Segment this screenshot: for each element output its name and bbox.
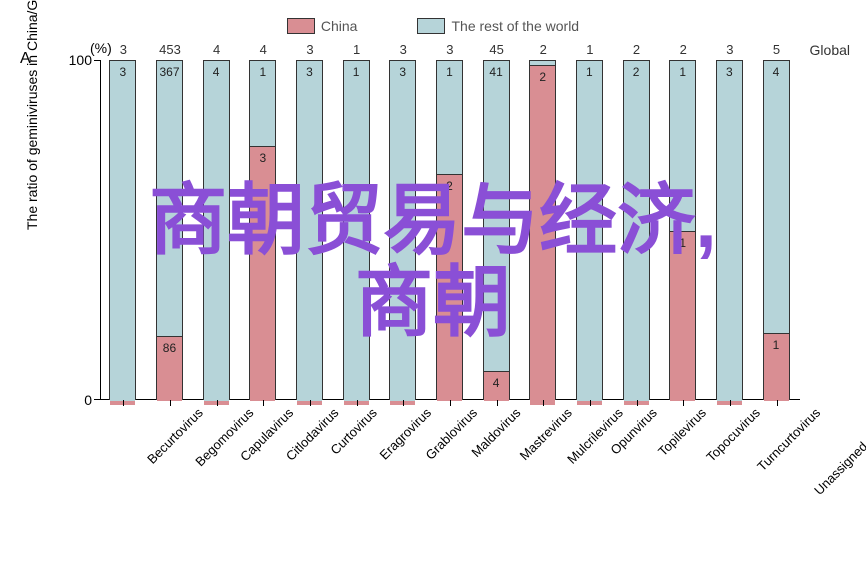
global-value: 1 <box>567 42 613 57</box>
x-tick <box>730 400 731 406</box>
bar-seg-rest: 4 <box>204 61 229 401</box>
bar: 3 <box>296 60 323 400</box>
x-tick <box>497 400 498 406</box>
x-tick <box>450 400 451 406</box>
bar-slot: 33Grablovirus <box>380 60 426 400</box>
legend-swatch-china <box>287 18 315 34</box>
bar-seg-china: 3 <box>250 146 275 401</box>
x-tick <box>217 400 218 406</box>
bar: 4 <box>203 60 230 400</box>
global-value: 3 <box>380 42 426 57</box>
chart-area: Global 100 0 33Becurtovirus45336786Begom… <box>100 60 800 400</box>
bars-wrap: 33Becurtovirus45336786Begomovirus44Capul… <box>100 60 800 400</box>
bar-slot: 33Curtovirus <box>287 60 333 400</box>
global-value: 45 <box>474 42 520 57</box>
bar: 3 <box>389 60 416 400</box>
bar-seg-rest: 2 <box>624 61 649 401</box>
x-label: Topilevirus <box>655 405 709 459</box>
bar-seg-rest: 367 <box>157 61 182 336</box>
bar-slot: 312Maldovirus <box>427 60 473 400</box>
global-label: Global <box>810 42 850 58</box>
global-value: 2 <box>520 42 566 57</box>
x-tick <box>357 400 358 406</box>
legend-label-china: China <box>321 18 358 34</box>
bar-slot: 541Unassigned species <box>754 60 800 400</box>
x-tick <box>777 400 778 406</box>
legend-label-rest: The rest of the world <box>451 18 579 34</box>
bar-seg-rest: 1 <box>344 61 369 401</box>
legend-item-china: China <box>287 18 358 34</box>
bar-seg-rest: 3 <box>297 61 322 401</box>
legend-item-rest: The rest of the world <box>417 18 579 34</box>
x-label: Turncurtovirus <box>754 405 823 474</box>
legend: China The rest of the world <box>0 18 866 34</box>
bar: 3 <box>109 60 136 400</box>
bar-seg-rest: 41 <box>484 61 509 371</box>
bar: 13 <box>249 60 276 400</box>
bar-seg-china: 4 <box>484 371 509 401</box>
bar-seg-rest: 1 <box>577 61 602 401</box>
bar-seg-rest: 1 <box>250 61 275 146</box>
bar-seg-china: 2 <box>437 174 462 401</box>
bar: 11 <box>669 60 696 400</box>
bar-slot: 22Topilevirus <box>614 60 660 400</box>
bar-seg-rest: 3 <box>110 61 135 401</box>
global-value: 453 <box>147 42 193 57</box>
bar-seg-china: 1 <box>670 231 695 401</box>
y-axis-title: The ratio of geminiviruses in China/Glob… <box>24 0 40 230</box>
bar-seg-rest: 4 <box>764 61 789 333</box>
y-tick-label: 0 <box>64 392 92 408</box>
bar-seg-china: 2 <box>530 65 555 405</box>
bar-slot: 33Turncurtovirus <box>707 60 753 400</box>
x-tick <box>543 400 544 406</box>
bar: 12 <box>436 60 463 400</box>
bar-slot: 33Becurtovirus <box>100 60 146 400</box>
x-tick <box>637 400 638 406</box>
global-value: 3 <box>707 42 753 57</box>
bar: 414 <box>483 60 510 400</box>
bar-seg-rest: 1 <box>437 61 462 174</box>
bar-slot: 44Capulavirus <box>194 60 240 400</box>
global-value: 3 <box>427 42 473 57</box>
x-tick <box>310 400 311 406</box>
y-tick-label: 100 <box>64 52 92 68</box>
bar-seg-rest: 1 <box>670 61 695 231</box>
global-value: 3 <box>100 42 146 57</box>
bar-slot: 45336786Begomovirus <box>147 60 193 400</box>
global-value: 4 <box>194 42 240 57</box>
bar: 1 <box>576 60 603 400</box>
global-value: 2 <box>660 42 706 57</box>
global-value: 3 <box>287 42 333 57</box>
bar: 41 <box>763 60 790 400</box>
bar-slot: 11Eragrovirus <box>334 60 380 400</box>
bar-slot: 211Topocuvirus <box>660 60 706 400</box>
chart-container: A (%) China The rest of the world The ra… <box>0 0 866 565</box>
x-tick <box>403 400 404 406</box>
bar-slot: 11Opunvirus <box>567 60 613 400</box>
bar: 1 <box>343 60 370 400</box>
bar: 2 <box>529 60 556 400</box>
bar: 3 <box>716 60 743 400</box>
bar-slot: 413Citlodavirus <box>240 60 286 400</box>
legend-swatch-rest <box>417 18 445 34</box>
x-tick <box>123 400 124 406</box>
x-tick <box>170 400 171 406</box>
bar: 36786 <box>156 60 183 400</box>
bar-slot: 22Mulcrilevirus <box>520 60 566 400</box>
x-tick <box>683 400 684 406</box>
bar: 2 <box>623 60 650 400</box>
global-value: 1 <box>334 42 380 57</box>
bar-seg-china: 86 <box>157 336 182 401</box>
global-value: 5 <box>754 42 800 57</box>
x-tick <box>590 400 591 406</box>
bar-seg-china: 1 <box>764 333 789 401</box>
global-value: 4 <box>240 42 286 57</box>
bar-seg-rest: 3 <box>717 61 742 401</box>
bar-seg-rest: 3 <box>390 61 415 401</box>
global-value: 2 <box>614 42 660 57</box>
bar-slot: 45414Mastrevirus <box>474 60 520 400</box>
x-tick <box>263 400 264 406</box>
x-label: Topocuvirus <box>704 405 764 465</box>
